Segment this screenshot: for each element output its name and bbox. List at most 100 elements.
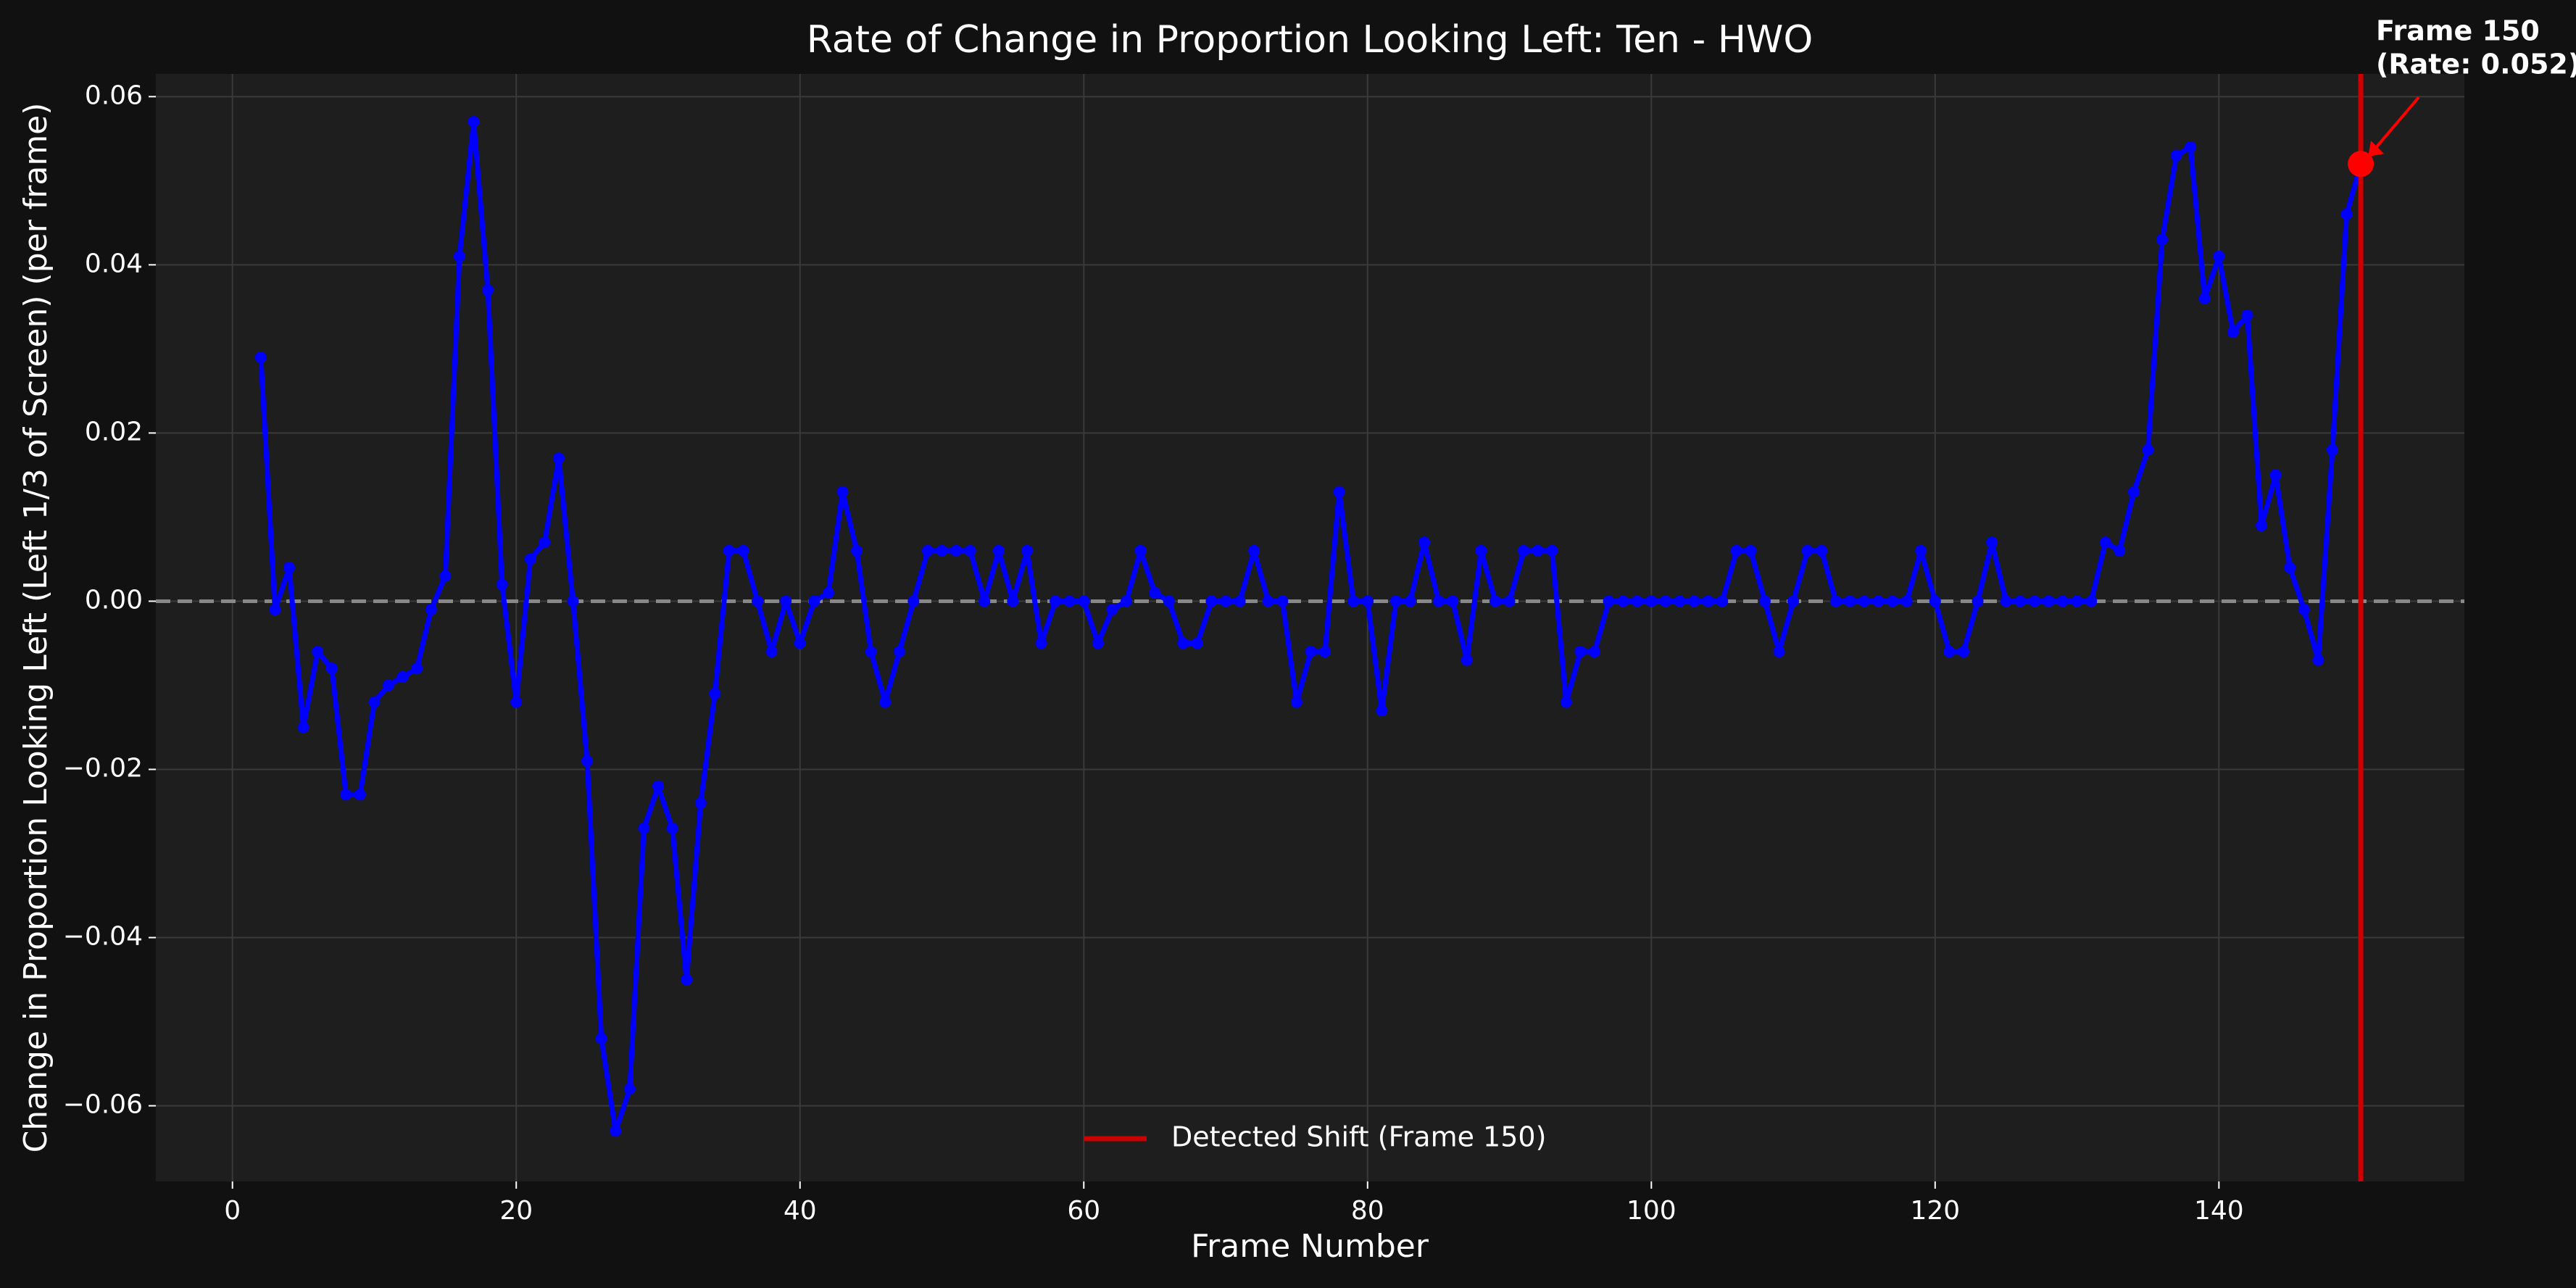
data-point bbox=[1574, 646, 1587, 658]
data-point bbox=[1290, 696, 1302, 708]
data-point bbox=[2326, 444, 2338, 456]
data-point bbox=[425, 604, 437, 616]
data-point bbox=[340, 789, 352, 801]
data-point bbox=[312, 646, 324, 658]
data-point bbox=[269, 604, 281, 616]
data-point bbox=[439, 570, 452, 582]
data-point bbox=[1972, 595, 1984, 607]
data-point bbox=[1418, 536, 1431, 549]
data-point bbox=[723, 544, 735, 557]
y-tick-label: −0.06 bbox=[63, 1090, 143, 1120]
data-point bbox=[1702, 595, 1714, 607]
data-point bbox=[836, 486, 849, 498]
y-tick-label: −0.04 bbox=[63, 922, 143, 952]
data-point bbox=[254, 351, 267, 363]
data-point bbox=[1333, 486, 1345, 498]
data-point bbox=[1489, 595, 1501, 607]
data-point bbox=[2028, 595, 2040, 607]
data-point bbox=[1532, 544, 1544, 557]
data-point bbox=[2000, 595, 2012, 607]
data-point bbox=[2312, 654, 2324, 666]
data-point bbox=[1645, 595, 1658, 607]
data-point bbox=[879, 696, 892, 708]
y-tick-label: −0.02 bbox=[63, 753, 143, 783]
annotation-text: Frame 150 bbox=[2376, 15, 2540, 47]
data-point bbox=[1844, 595, 1856, 607]
data-point bbox=[2127, 486, 2140, 498]
legend-label: Detected Shift (Frame 150) bbox=[1171, 1121, 1546, 1153]
data-point bbox=[2099, 536, 2111, 549]
data-point bbox=[1447, 595, 1459, 607]
data-point bbox=[1361, 595, 1374, 607]
data-point bbox=[1347, 595, 1360, 607]
data-point bbox=[964, 544, 976, 557]
x-tick-label: 40 bbox=[784, 1196, 817, 1226]
data-point bbox=[1106, 604, 1118, 616]
data-point bbox=[2057, 595, 2069, 607]
data-point bbox=[1134, 544, 1147, 557]
data-point bbox=[2227, 326, 2239, 338]
annotation-arrowhead bbox=[2368, 141, 2385, 157]
data-point bbox=[383, 679, 395, 691]
data-point bbox=[1305, 646, 1317, 658]
data-point bbox=[851, 544, 863, 557]
data-point bbox=[1617, 595, 1629, 607]
data-point bbox=[1801, 544, 1813, 557]
annotation-arrow bbox=[2368, 96, 2420, 157]
data-point bbox=[1177, 637, 1189, 649]
data-point bbox=[1943, 646, 1956, 658]
data-point bbox=[1758, 595, 1771, 607]
data-point bbox=[610, 1125, 622, 1137]
data-point bbox=[297, 721, 309, 734]
data-point bbox=[979, 595, 991, 607]
data-point bbox=[666, 822, 678, 834]
x-tick-label: 80 bbox=[1351, 1196, 1384, 1226]
data-point bbox=[2213, 250, 2225, 262]
data-point bbox=[1319, 646, 1331, 658]
data-point bbox=[396, 670, 409, 683]
data-point bbox=[1163, 595, 1175, 607]
data-point bbox=[737, 544, 749, 557]
data-point bbox=[1829, 595, 1842, 607]
data-point bbox=[581, 755, 594, 767]
x-tick-label: 60 bbox=[1067, 1196, 1100, 1226]
data-point bbox=[411, 662, 423, 675]
data-point bbox=[1035, 637, 1047, 649]
y-tick-label: 0.04 bbox=[85, 249, 143, 278]
data-point bbox=[2142, 444, 2154, 456]
data-point bbox=[1787, 595, 1800, 607]
data-point bbox=[1220, 595, 1232, 607]
data-point bbox=[694, 797, 707, 809]
data-point bbox=[2256, 520, 2268, 532]
data-point bbox=[552, 452, 565, 465]
data-point bbox=[893, 646, 905, 658]
data-point bbox=[595, 1032, 607, 1044]
data-point bbox=[368, 696, 381, 708]
data-point bbox=[1716, 595, 1729, 607]
data-point bbox=[936, 544, 948, 557]
data-point bbox=[1688, 595, 1700, 607]
data-point bbox=[1631, 595, 1643, 607]
data-point bbox=[354, 789, 366, 801]
data-point bbox=[638, 822, 650, 834]
data-point bbox=[992, 544, 1005, 557]
data-point bbox=[2156, 233, 2169, 246]
data-point bbox=[1262, 595, 1274, 607]
data-point bbox=[1092, 637, 1104, 649]
annotation-text: (Rate: 0.052) bbox=[2376, 49, 2576, 80]
data-point bbox=[453, 250, 465, 262]
x-tick-label: 100 bbox=[1626, 1196, 1677, 1226]
data-point bbox=[1007, 595, 1019, 607]
y-tick-label: 0.02 bbox=[85, 417, 143, 446]
data-point bbox=[524, 553, 536, 565]
data-point bbox=[2043, 595, 2055, 607]
data-point bbox=[1603, 595, 1615, 607]
data-point bbox=[1248, 544, 1260, 557]
data-point bbox=[780, 595, 792, 607]
x-axis-label: Frame Number bbox=[1191, 1228, 1429, 1265]
data-point bbox=[2269, 469, 2282, 481]
data-point bbox=[921, 544, 934, 557]
y-tick-label: 0.06 bbox=[85, 80, 143, 110]
data-point bbox=[1376, 705, 1388, 717]
